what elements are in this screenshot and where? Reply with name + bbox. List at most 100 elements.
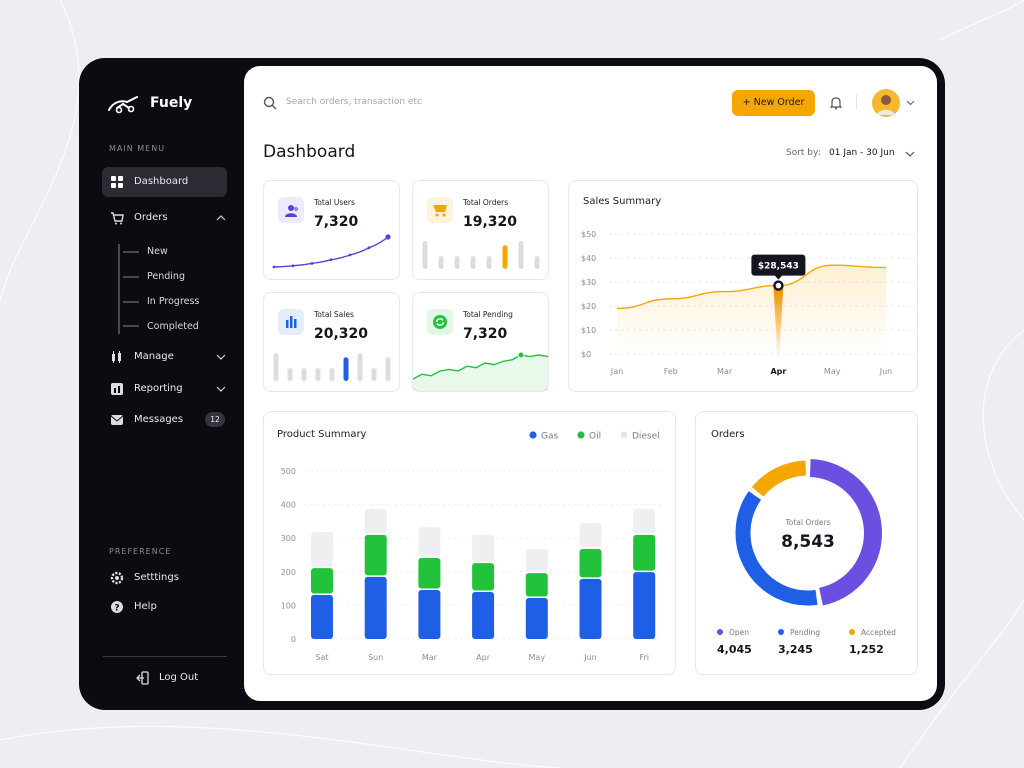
spark-dot — [367, 246, 371, 250]
menu-item[interactable]: Messages 12 — [102, 410, 227, 432]
submenu-item[interactable]: New — [147, 246, 168, 257]
y-tick-label: $20 — [581, 302, 596, 311]
submenu-item[interactable]: Completed — [147, 321, 199, 332]
spark-bar — [470, 256, 476, 269]
sort-value[interactable]: 01 Jan - 30 Jun — [829, 148, 895, 158]
icon-shape — [433, 315, 447, 329]
logout-label: Log Out — [159, 672, 199, 683]
chevron — [905, 151, 915, 157]
stat-card: Total Pending 7,320 — [412, 292, 549, 392]
spark-dot — [329, 258, 333, 262]
submenu-item[interactable]: Pending — [147, 271, 185, 282]
y-tick-label: 500 — [281, 467, 296, 476]
bar-segment — [364, 508, 387, 534]
logout-button[interactable]: Log Out — [134, 668, 214, 688]
menu-label: Setttings — [134, 572, 179, 583]
icon — [136, 671, 149, 685]
menu-item[interactable]: Reporting — [102, 379, 227, 401]
y-tick-label: 300 — [281, 534, 296, 543]
icon-shape — [293, 206, 299, 212]
stat-label: Total Pending — [463, 310, 513, 319]
divider — [856, 94, 857, 110]
icon-shape — [290, 316, 293, 328]
menu-item[interactable]: Setttings — [102, 568, 227, 590]
submenu-tree — [118, 244, 139, 334]
spark-bar — [357, 353, 363, 381]
legend-label: Open — [729, 628, 749, 637]
icon-shape — [442, 213, 446, 217]
x-tick-label: Feb — [664, 367, 678, 376]
search-input[interactable]: Search orders, transaction etc — [286, 97, 422, 107]
menu-item[interactable]: ? Help — [102, 597, 227, 619]
point — [773, 280, 784, 291]
y-tick-label: 100 — [281, 601, 296, 610]
highlight-beam — [773, 285, 784, 354]
icon: ? — [111, 601, 123, 614]
y-tick-label: 200 — [281, 568, 296, 577]
legend-swatch — [778, 629, 784, 635]
bar-segment — [472, 591, 495, 639]
x-tick-label: May — [529, 653, 546, 662]
legend-label: Oil — [589, 432, 601, 442]
menu-item-active[interactable]: Dashboard — [102, 167, 227, 197]
badge: 12 — [205, 412, 225, 427]
stat-label: Total Orders — [463, 198, 509, 207]
icon-shape — [285, 213, 297, 217]
new-order-button[interactable]: + New Order — [732, 90, 815, 116]
spark-line — [273, 236, 389, 268]
menu-label: Messages — [134, 414, 184, 425]
icon — [112, 351, 121, 363]
icon-shape — [435, 213, 439, 217]
spark-bar — [486, 256, 492, 269]
center-value: 8,543 — [781, 532, 835, 552]
spark-dot — [272, 265, 276, 269]
spark-bar — [315, 368, 321, 381]
icon — [433, 315, 447, 329]
bar-segment — [418, 558, 441, 589]
spark-bar — [518, 241, 524, 269]
donut-segment — [735, 491, 818, 606]
sparkline — [272, 234, 391, 269]
menu-item[interactable]: Manage — [102, 347, 227, 369]
spark-bar — [422, 241, 428, 269]
submenu-item[interactable]: In Progress — [147, 296, 200, 307]
bar-segment — [311, 594, 333, 639]
bar-segment — [311, 532, 333, 567]
y-tick-label: $30 — [581, 278, 596, 287]
bar-segment — [364, 534, 387, 576]
spark-dot — [310, 262, 314, 265]
search-icon — [263, 96, 277, 110]
stat-value: 20,320 — [314, 326, 369, 342]
bar-segment — [311, 568, 333, 594]
icon-shape — [435, 318, 445, 326]
y-tick-label: $50 — [581, 230, 596, 239]
donut-segment — [809, 459, 882, 606]
user-avatar[interactable] — [871, 88, 919, 118]
spark-dot — [517, 351, 525, 359]
bar-segment — [525, 548, 548, 572]
spark-bar — [301, 368, 307, 381]
sidebar: Fuely MAIN MENU Dashboard Orders New Pen… — [79, 58, 244, 710]
x-tick-label: Jun — [583, 653, 597, 662]
stat-label: Total Sales — [314, 310, 354, 319]
sales-summary-card: Sales Summary $0 $10 $20 $30 $40 $50 Jan Feb Mar… — [568, 180, 918, 392]
sparkline — [273, 353, 391, 381]
legend-label: Diesel — [632, 432, 660, 442]
menu-item[interactable]: Orders — [102, 208, 227, 230]
icon-shape — [288, 205, 294, 211]
icon-shape — [294, 319, 297, 328]
spark-bar — [534, 256, 540, 269]
stat-icon — [427, 197, 453, 223]
orders-card: Orders Total Orders 8,543 Open 4,045 Pending… — [695, 411, 918, 675]
y-tick-label: 0 — [291, 635, 296, 644]
spark-bar — [385, 357, 391, 381]
sales-chart: $0 $10 $20 $30 $40 $50 Jan Feb Mar Apr May Jun $28,5… — [581, 230, 917, 376]
spark-bar — [287, 368, 293, 381]
product-chart: 0 100 200 300 400 500 Sat Sun Mar Apr May Jun Fri Gas… — [281, 431, 664, 662]
bar-segment — [525, 598, 548, 639]
legend-swatch — [717, 629, 723, 635]
divider — [103, 656, 227, 657]
card-title: Sales Summary — [583, 196, 662, 207]
legend-label: Pending — [790, 628, 820, 637]
notification-icon[interactable] — [829, 96, 843, 110]
